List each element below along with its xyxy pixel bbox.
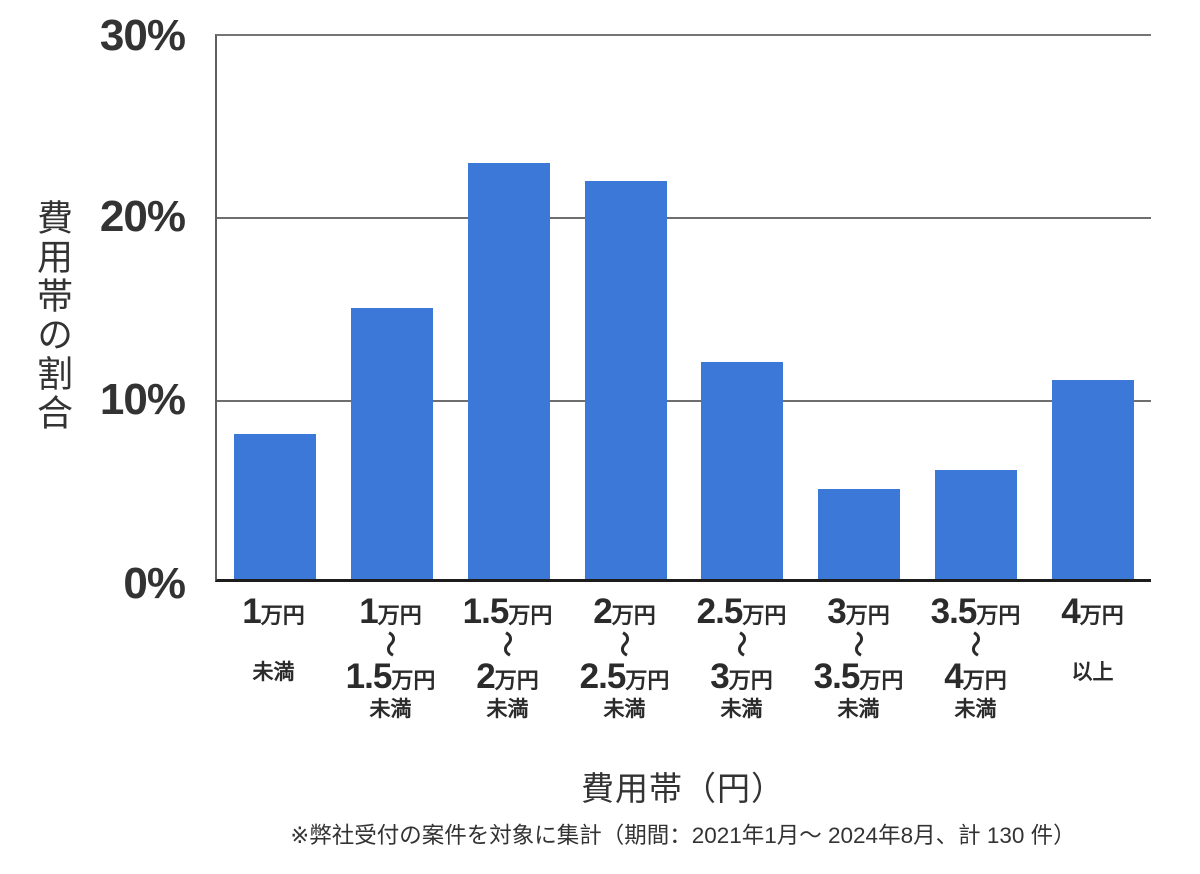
bar-slot	[451, 36, 568, 579]
y-tick-0: 0%	[123, 559, 186, 608]
x-label-1_5-to-2man: 1.5万円 〜 2万円 未満	[462, 592, 553, 721]
y-tick-30: 30%	[99, 11, 186, 60]
range-tilde: 〜	[375, 630, 406, 658]
x-axis-title: 費用帯（円）	[581, 770, 785, 807]
bar-1-to-1_5man	[351, 307, 434, 579]
bar-slot	[1034, 36, 1151, 579]
bar-slot	[918, 36, 1035, 579]
x-label-3-to-3_5man: 3万円 〜 3.5万円 未満	[813, 592, 904, 721]
x-axis-labels: 1万円 未満 1万円 〜 1.5万円 未満 1.5万円 〜 2万円 未満 2万円…	[215, 594, 1151, 720]
chart-footnote: ※弊社受付の案件を対象に集計（期間：2021年1月～ 2024年8月、計 130…	[290, 823, 1076, 848]
bar-over-4man	[1051, 379, 1134, 579]
bar-slot	[684, 36, 801, 579]
bar-3_5-to-4man	[934, 470, 1017, 579]
bar-slot	[801, 36, 918, 579]
bar-1_5-to-2man	[467, 162, 550, 579]
y-axis-ticks: 30% 20% 10% 0%	[0, 14, 200, 606]
bar-slot	[567, 36, 684, 579]
range-tilde: 〜	[726, 630, 757, 658]
gridline-10pct	[217, 400, 1151, 402]
bar-3-to-3_5man	[818, 488, 901, 579]
range-tilde: 〜	[843, 630, 874, 658]
range-tilde: 〜	[492, 630, 523, 658]
bar-2_5-to-3man	[701, 361, 784, 579]
bar-2-to-2_5man	[584, 180, 667, 579]
x-label-under-1man: 1万円 未満	[242, 592, 305, 684]
y-tick-10: 10%	[99, 375, 186, 424]
x-label-3_5-to-4man: 3.5万円 〜 4万円 未満	[930, 592, 1021, 721]
range-tilde: 〜	[960, 630, 991, 658]
x-label-2_5-to-3man: 2.5万円 〜 3万円 未満	[696, 592, 787, 721]
y-tick-20: 20%	[99, 192, 186, 241]
x-label-over-4man: 4万円 以上	[1061, 592, 1124, 684]
bar-series	[217, 36, 1151, 579]
plot-area	[215, 34, 1151, 582]
y-axis-title: 費用帯の割合	[32, 199, 73, 433]
gridline-20pct	[217, 217, 1151, 219]
bar-under-1man	[234, 434, 317, 579]
bar-slot	[217, 36, 334, 579]
x-label-2-to-2_5man: 2万円 〜 2.5万円 未満	[579, 592, 670, 721]
x-label-1-to-1_5man: 1万円 〜 1.5万円 未満	[345, 592, 436, 721]
range-tilde: 〜	[609, 630, 640, 658]
bar-slot	[334, 36, 451, 579]
